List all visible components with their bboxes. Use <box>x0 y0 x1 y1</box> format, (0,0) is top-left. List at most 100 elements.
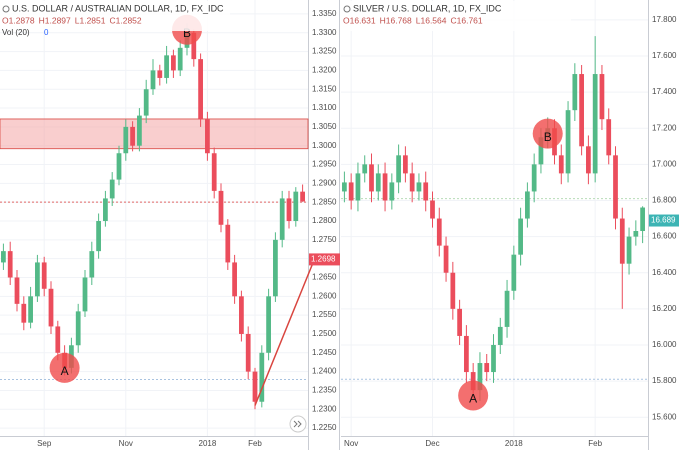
candle-body <box>457 308 462 336</box>
candle-body <box>35 262 40 297</box>
annotation-label: B <box>183 26 191 40</box>
y-tick-label: 1.2950 <box>312 160 337 169</box>
candle-body <box>430 200 435 219</box>
candle-body <box>538 137 544 165</box>
y-tick-label: 1.2450 <box>312 348 337 357</box>
candle-body <box>606 119 612 156</box>
y-tick-label: 16.200 <box>652 304 677 313</box>
candle-body <box>293 191 299 222</box>
y-tick-label: 1.3150 <box>312 84 337 93</box>
y-tick-label: 1.2650 <box>312 273 337 282</box>
symbol-toggle[interactable] <box>2 5 10 13</box>
y-tick-label: 17.600 <box>652 51 677 60</box>
candle-body <box>130 126 135 146</box>
x-tick-label: Nov <box>344 439 358 448</box>
scroll-button[interactable] <box>289 415 307 433</box>
y-tick-label: 1.2400 <box>312 367 337 376</box>
y-tick-label: 16.600 <box>652 232 677 241</box>
candle-body <box>171 55 176 71</box>
candle-body <box>239 296 244 334</box>
candle-body <box>369 164 374 192</box>
candle-body <box>396 155 401 183</box>
candle-body <box>375 173 381 192</box>
candle-body <box>198 59 203 120</box>
candle-body <box>300 191 305 202</box>
y-tick-label: 1.3300 <box>312 28 337 37</box>
candle-body <box>279 198 285 240</box>
candle-body <box>143 89 149 116</box>
price-tag-label: 1.2698 <box>311 255 336 264</box>
y-tick-label: 1.2300 <box>312 404 337 413</box>
candle-body <box>273 239 278 297</box>
candle-body <box>450 272 456 309</box>
annotation-circle <box>532 118 563 149</box>
candle-body <box>82 277 88 312</box>
x-tick-label: 2018 <box>505 439 523 448</box>
candle-body <box>116 153 122 180</box>
candle-body <box>491 344 496 373</box>
candle-body <box>599 74 605 120</box>
y-tick-label: 1.2350 <box>312 386 337 395</box>
symbol-toggle[interactable] <box>343 5 351 13</box>
y-tick-label: 16.000 <box>652 340 677 349</box>
header-bg <box>341 1 571 31</box>
candle-body <box>511 254 517 291</box>
candle-body <box>150 70 156 90</box>
candle-body <box>342 182 347 192</box>
y-tick-label: 1.2600 <box>312 291 337 300</box>
candle-body <box>137 115 142 146</box>
candle-body <box>586 146 591 174</box>
candle-body <box>225 224 231 263</box>
y-tick-label: 1.3100 <box>312 103 337 112</box>
x-tick-label: Sep <box>37 439 52 448</box>
x-tick-label: 2018 <box>199 439 217 448</box>
candle-body <box>619 218 625 264</box>
candle-body <box>484 363 490 373</box>
ohlc-label: C16.761 <box>451 15 483 25</box>
annotation-label: B <box>544 130 552 144</box>
candle-body <box>266 296 271 353</box>
candle-body <box>96 221 101 252</box>
candle-body <box>191 32 197 60</box>
x-tick-label: Dec <box>425 439 439 448</box>
candle-body <box>389 182 395 201</box>
y-tick-label: 17.800 <box>652 15 677 24</box>
candle-body <box>205 119 210 154</box>
indicator-value: 0 <box>44 28 49 37</box>
ohlc-label: L16.564 <box>416 15 447 25</box>
candle-body <box>89 251 95 278</box>
candle-body <box>633 231 639 237</box>
candle-body <box>626 236 632 264</box>
candle-body <box>382 173 388 201</box>
candle-body <box>177 47 183 71</box>
candle-body <box>164 55 169 78</box>
ohlc-label: H1.2897 <box>39 15 71 25</box>
candle-body <box>14 277 20 304</box>
candle-body <box>348 182 354 201</box>
annotation-circle <box>458 380 489 411</box>
y-tick-label: 1.2550 <box>312 310 337 319</box>
candle-body <box>579 74 584 147</box>
candle-body <box>423 182 429 201</box>
y-tick-label: 17.000 <box>652 159 677 168</box>
candle-body <box>362 164 368 174</box>
annotation-label: A <box>469 392 477 406</box>
candle-body <box>572 74 578 111</box>
candle-body <box>403 155 408 174</box>
ohlc-label: O1.2878 <box>2 15 35 25</box>
candle-body <box>525 191 530 219</box>
candle-body <box>436 218 442 246</box>
trendline <box>254 254 317 406</box>
y-tick-label: 1.2500 <box>312 329 337 338</box>
candle-body <box>416 182 422 192</box>
ohlc-label: H16.768 <box>380 15 412 25</box>
y-tick-label: 1.3350 <box>312 9 337 18</box>
y-tick-label: 1.3050 <box>312 122 337 131</box>
price-tag <box>649 214 679 227</box>
y-tick-label: 17.400 <box>652 87 677 96</box>
candle-body <box>259 352 265 402</box>
annotation-circle <box>49 352 80 383</box>
candle-body <box>55 326 61 353</box>
candle-body <box>28 296 33 323</box>
candle-body <box>477 363 483 391</box>
